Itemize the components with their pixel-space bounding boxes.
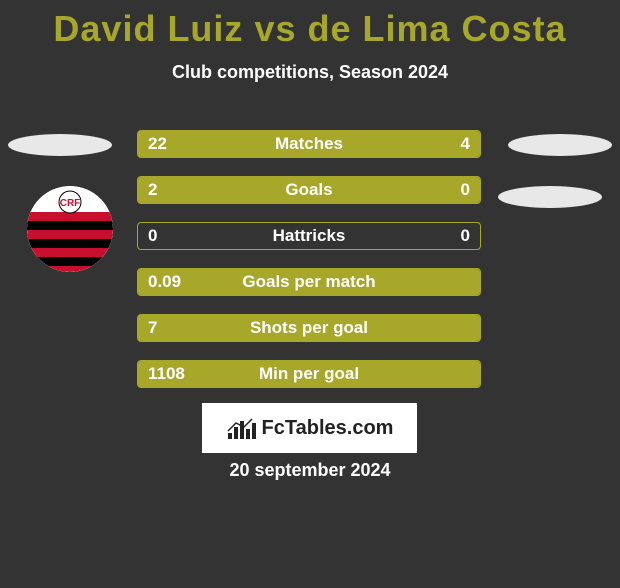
stat-value-right: 0	[461, 223, 470, 249]
stat-label: Shots per goal	[138, 315, 480, 341]
stat-row: 0Hattricks0	[137, 222, 481, 250]
stat-row: 2Goals0	[137, 176, 481, 204]
date-text: 20 september 2024	[0, 460, 620, 481]
player1-photo-placeholder	[8, 134, 112, 156]
bar-chart-icon	[226, 415, 256, 441]
stat-label: Goals	[138, 177, 480, 203]
stat-label: Matches	[138, 131, 480, 157]
player2-photo-placeholder	[508, 134, 612, 156]
player1-club-badge: CRF	[27, 186, 113, 272]
stat-row: 7Shots per goal	[137, 314, 481, 342]
stat-label: Min per goal	[138, 361, 480, 387]
flamengo-badge-icon: CRF	[27, 186, 113, 272]
player2-name: de Lima Costa	[308, 8, 567, 49]
stat-value-right: 0	[461, 177, 470, 203]
stat-label: Goals per match	[138, 269, 480, 295]
stats-comparison: 22Matches42Goals00Hattricks00.09Goals pe…	[137, 130, 481, 406]
player1-name: David Luiz	[53, 8, 243, 49]
logo-text: FcTables.com	[262, 417, 394, 440]
stat-row: 22Matches4	[137, 130, 481, 158]
stat-row: 0.09Goals per match	[137, 268, 481, 296]
stat-row: 1108Min per goal	[137, 360, 481, 388]
svg-text:CRF: CRF	[60, 198, 81, 209]
subtitle: Club competitions, Season 2024	[0, 62, 620, 83]
page-title: David Luiz vs de Lima Costa	[0, 8, 620, 50]
player2-club-placeholder	[498, 186, 602, 208]
fctables-logo: FcTables.com	[202, 403, 417, 453]
stat-label: Hattricks	[138, 223, 480, 249]
stat-value-right: 4	[461, 131, 470, 157]
vs-text: vs	[254, 8, 296, 49]
